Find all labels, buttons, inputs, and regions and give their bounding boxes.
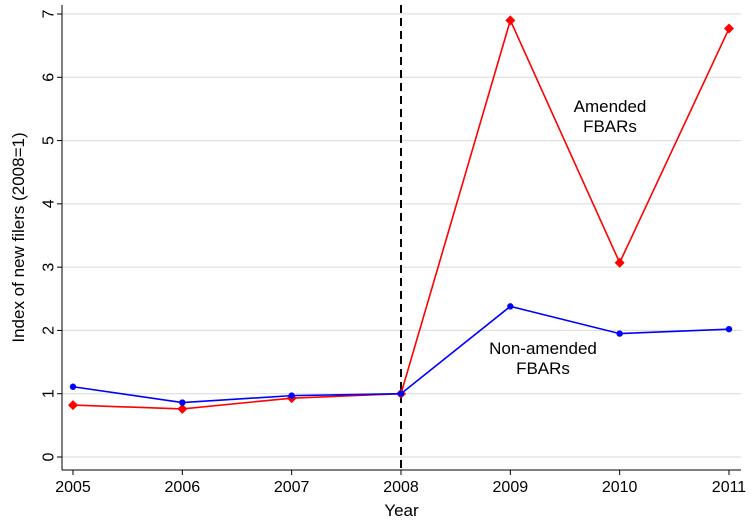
data-point <box>68 400 78 411</box>
data-point <box>177 403 188 414</box>
data-point <box>725 325 733 333</box>
data-point <box>507 303 514 310</box>
y-tick-label: 0 <box>41 452 58 461</box>
data-point <box>724 23 734 34</box>
y-axis-title: Index of new filers (2008=1) <box>9 132 28 342</box>
data-point <box>614 257 625 268</box>
y-tick-label: 6 <box>41 73 58 82</box>
y-axis-ticks: 0 1 2 3 4 5 6 7 <box>41 9 62 461</box>
x-tick-label: 2007 <box>274 479 310 496</box>
data-point <box>288 392 295 399</box>
series-label: Amended <box>574 97 647 116</box>
y-tick-label: 5 <box>41 136 58 145</box>
series-group <box>68 15 734 414</box>
x-axis-ticks: 2005 2006 2007 2008 2009 2010 2011 <box>55 470 746 496</box>
data-point <box>179 399 186 406</box>
x-tick-label: 2008 <box>383 479 419 496</box>
y-tick-label: 3 <box>41 263 58 272</box>
x-tick-label: 2011 <box>712 479 747 496</box>
y-tick-label: 4 <box>41 199 58 208</box>
x-tick-label: 2006 <box>165 479 201 496</box>
x-tick-label: 2009 <box>493 479 529 496</box>
data-point <box>69 383 77 390</box>
data-point <box>397 390 405 397</box>
x-tick-label: 2005 <box>55 479 91 496</box>
y-tick-label: 7 <box>41 9 58 18</box>
x-tick-label: 2010 <box>602 479 638 496</box>
y-tick-label: 2 <box>41 326 58 335</box>
y-tick-label: 1 <box>41 389 58 398</box>
x-axis-title: Year <box>384 501 419 520</box>
data-point <box>505 15 516 26</box>
data-point <box>616 330 623 337</box>
series-label: FBARs <box>583 117 637 136</box>
series-non-amended-fbars <box>69 303 733 406</box>
series-label: Non-amended <box>489 339 597 358</box>
series-label: FBARs <box>516 359 570 378</box>
